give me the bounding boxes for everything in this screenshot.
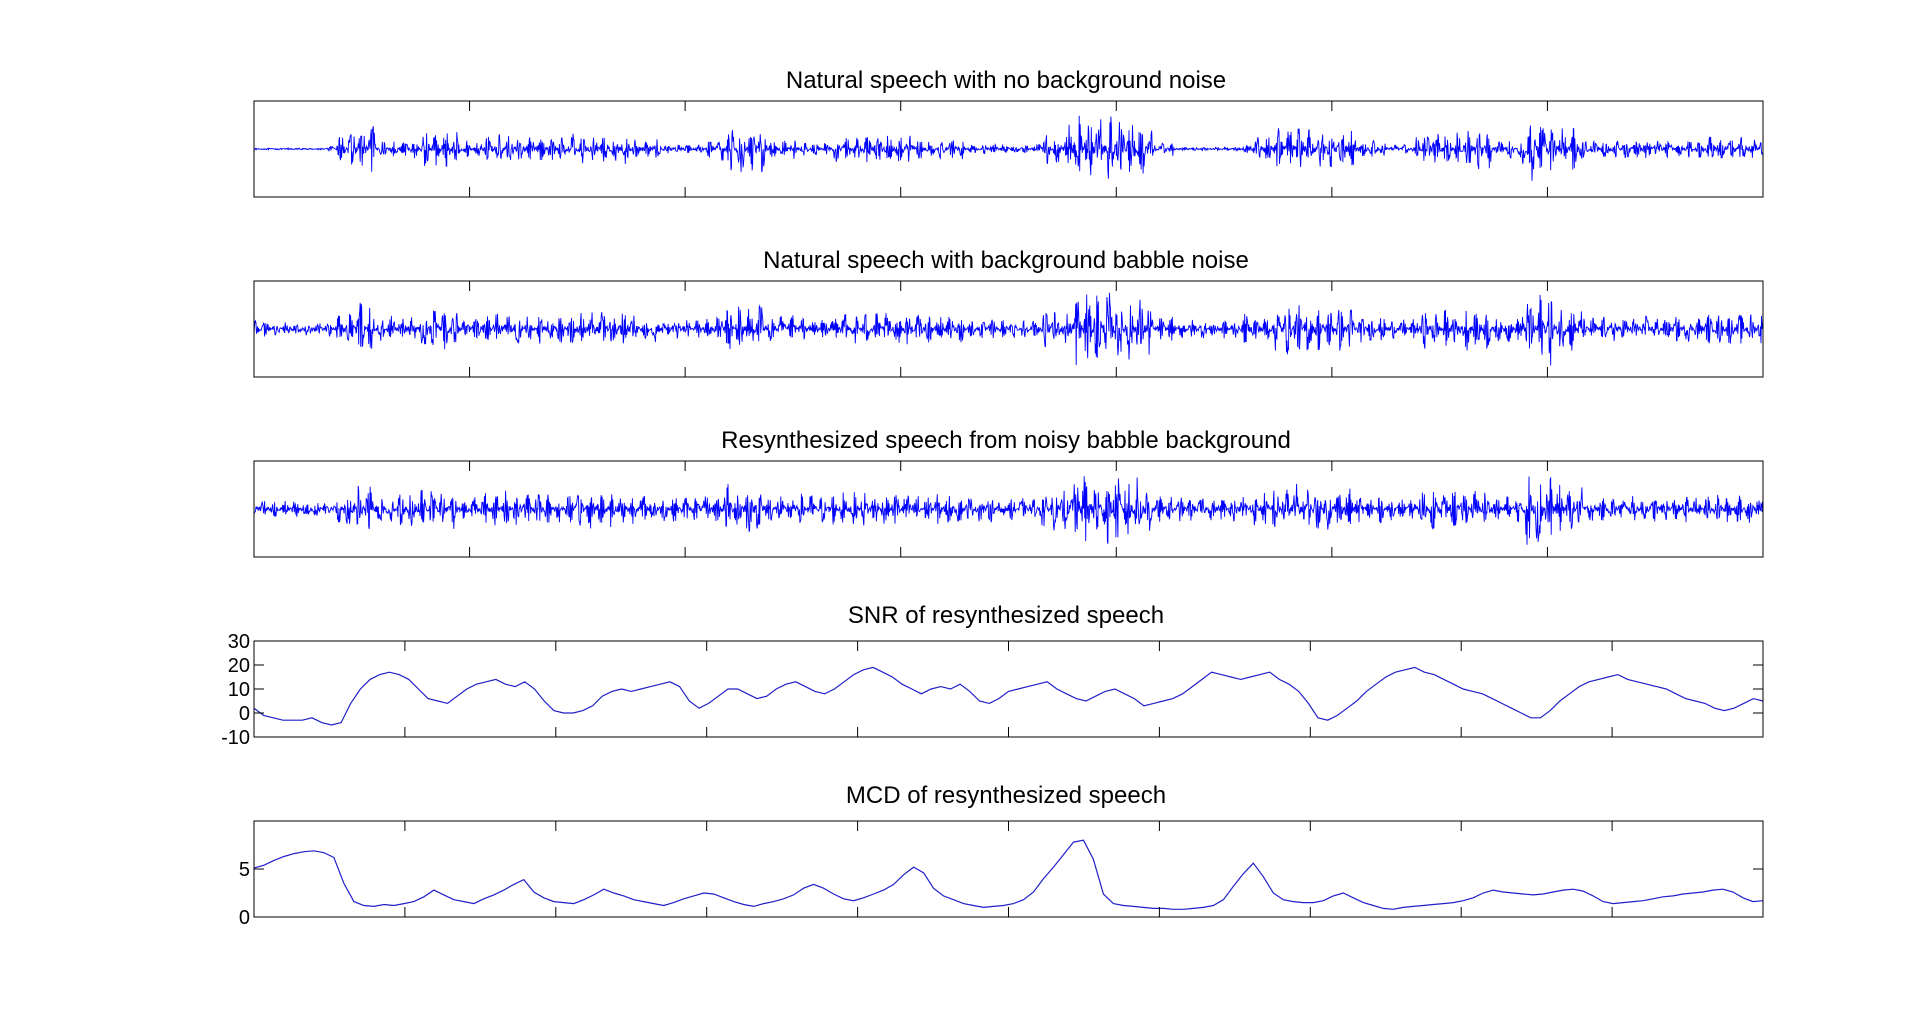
waveform-plot-resynthesized <box>253 460 1764 558</box>
snr-series-line <box>253 666 1764 726</box>
y-tick-label: 0 <box>239 703 250 725</box>
waveform-plot-clean <box>253 100 1764 198</box>
subplot-title-1: Natural speech with no background noise <box>786 67 1226 94</box>
y-tick-label: 5 <box>239 859 250 881</box>
mcd-series-line <box>253 839 1764 910</box>
waveform-series-line <box>253 292 1764 366</box>
subplot-title-2: Natural speech with background babble no… <box>763 247 1249 274</box>
y-tick-label: 0 <box>239 907 250 929</box>
subplot-title-3: Resynthesized speech from noisy babble b… <box>721 427 1291 454</box>
waveform-plot-noisy <box>253 280 1764 378</box>
subplot-title-4: SNR of resynthesized speech <box>848 602 1164 629</box>
waveform-series-line <box>253 115 1764 181</box>
waveform-axes-frame <box>253 100 1764 198</box>
waveform-series-line <box>253 476 1764 545</box>
y-tick-label: -10 <box>221 727 250 749</box>
waveform-axes-frame <box>253 280 1764 378</box>
y-tick-label: 10 <box>228 679 250 701</box>
y-tick-label: 30 <box>228 631 250 653</box>
subplot-title-5: MCD of resynthesized speech <box>846 782 1166 809</box>
mcd-plot: 50 <box>239 820 1764 929</box>
waveform-axes-frame <box>253 460 1764 558</box>
y-tick-label: 20 <box>228 655 250 677</box>
